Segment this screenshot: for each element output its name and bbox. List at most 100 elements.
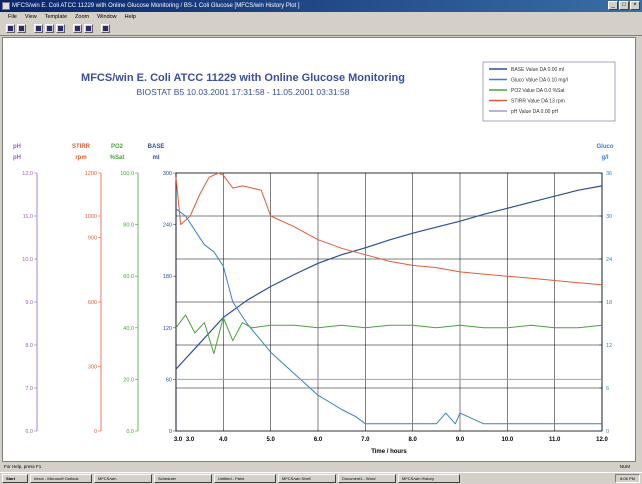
chart-title: MFCS/win E. Coli ATCC 11229 with Online … <box>81 72 405 84</box>
axis-tick-label: 80.0 <box>123 223 134 229</box>
axis-tick-label: 12 <box>606 343 612 349</box>
chart-subtitle: BIOSTAT B5 10.03.2001 17:31:58 - 11.05.2… <box>137 87 350 97</box>
scale-icon[interactable] <box>84 24 93 33</box>
new-icon[interactable] <box>6 24 15 33</box>
axis-title: PO2 <box>111 144 124 150</box>
open-icon[interactable] <box>17 24 26 33</box>
axis-tick-label: 9.0 <box>25 300 33 306</box>
axis-tick-label: 1000 <box>85 214 97 220</box>
print-icon[interactable] <box>34 24 43 33</box>
x-axis-label: Time / hours <box>371 449 407 455</box>
axis-tick-label: 12.0 <box>22 171 33 177</box>
x-tick-label: 4.0 <box>219 437 228 443</box>
axis-title: BASE <box>148 144 165 150</box>
task-item[interactable]: MFCS/win Shell <box>278 474 336 483</box>
axis-tick-label: 600 <box>88 300 97 306</box>
axis-stirr: STIRR rpm 0 300 600 900 1000 1200 <box>72 144 102 435</box>
status-num: NUM <box>619 464 630 469</box>
status-text: For Help, press F1 <box>4 464 42 469</box>
menu-help[interactable]: Help <box>124 14 136 20</box>
axis-tick-label: 300 <box>88 365 97 371</box>
axis-unit: ml <box>152 155 159 161</box>
legend-label: BASE Value DA 0.00 ml <box>511 67 564 73</box>
axis-unit: %Sat <box>110 155 125 161</box>
task-item[interactable]: MFCS/win <box>94 474 152 483</box>
start-button[interactable]: Start <box>2 474 28 483</box>
x-tick-label: 3.0 <box>174 437 183 443</box>
axis-tick-label: 8.0 <box>25 343 33 349</box>
legend-label: STIRR Value DA 13 rpm <box>511 99 565 105</box>
axis-tick-label: 240 <box>163 223 172 229</box>
axis-tick-label: 11.0 <box>23 214 33 220</box>
axis-tick-label: 30 <box>606 214 612 220</box>
cursor-icon[interactable] <box>73 24 82 33</box>
menu-zoom[interactable]: Zoom <box>75 14 90 20</box>
legend-label: Gluco Value DA 0.10 mg/l <box>511 78 568 84</box>
task-item[interactable]: MFCS/win History <box>398 474 460 483</box>
x-tick-label: 3.0 <box>186 437 195 443</box>
x-tick-label: 9.0 <box>456 437 465 443</box>
x-tick-label: 5.0 <box>266 437 275 443</box>
axis-tick-label: 0 <box>94 429 97 435</box>
app-icon <box>2 2 10 10</box>
axis-tick-label: 20.0 <box>123 377 134 383</box>
axis-tick-label: 10.0 <box>22 257 33 263</box>
axis-tick-label: 60.0 <box>123 274 134 280</box>
zoom-out-icon[interactable] <box>56 24 65 33</box>
x-tick-label: 8.0 <box>408 437 417 443</box>
axis-unit: pH <box>13 155 21 161</box>
axis-title: pH <box>13 144 21 150</box>
maximize-icon[interactable]: □ <box>619 1 629 10</box>
menu-template[interactable]: Template <box>44 14 68 20</box>
menu-view[interactable]: View <box>24 14 37 20</box>
axis-gluco: Gluco g/l 0 6 12 18 24 30 36 <box>596 144 613 435</box>
tray-clock: 8:06 PM <box>615 474 640 483</box>
x-tick-label: 12.0 <box>596 437 608 443</box>
legend: BASE Value DA 0.00 ml Gluco Value DA 0.10… <box>482 61 616 122</box>
window-title: MFCS/win E. Coli ATCC 11229 with Online … <box>12 3 300 9</box>
menu-bar: File View Template Zoom Window Help <box>0 12 642 22</box>
close-icon[interactable]: × <box>630 1 640 10</box>
series-line-gluco <box>175 208 602 425</box>
axis-tick-label: 7.0 <box>25 386 33 392</box>
axis-ph: pH pH 6.0 7.0 8.0 9.0 10.0 11.0 12.0 <box>13 144 38 435</box>
minimize-icon[interactable]: _ <box>608 1 618 10</box>
menu-window[interactable]: Window <box>97 14 117 20</box>
axis-tick-label: 18 <box>606 300 612 306</box>
zoom-in-icon[interactable] <box>45 24 54 33</box>
title-bar[interactable]: MFCS/win E. Coli ATCC 11229 with Online … <box>0 0 642 12</box>
task-item[interactable]: Scheduler <box>154 474 212 483</box>
x-tick-label: 11.0 <box>549 437 561 443</box>
toolbar <box>0 22 642 36</box>
axis-tick-label: 900 <box>88 236 97 242</box>
help-icon[interactable] <box>101 24 110 33</box>
legend-label: PO2 Value DA 0.0 %Sat <box>511 88 565 94</box>
axis-tick-label: 60 <box>166 377 172 383</box>
task-item[interactable]: Document1 - Word <box>338 474 396 483</box>
axis-title: Gluco <box>596 144 613 150</box>
axis-tick-label: 24 <box>606 257 612 263</box>
axis-tick-label: 180 <box>163 274 172 280</box>
plot-area: MFCS/win E. Coli ATCC 11229 with Online … <box>2 37 636 462</box>
task-item[interactable]: Inbox - Microsoft Outlook <box>30 474 92 483</box>
taskbar: Start Inbox - Microsoft Outlook MFCS/win… <box>0 472 642 484</box>
axis-tick-label: 0 <box>606 429 609 435</box>
menu-file[interactable]: File <box>8 14 17 20</box>
status-bar: For Help, press F1 NUM <box>0 463 642 471</box>
axis-tick-label: 300 <box>163 171 172 177</box>
series-line-base <box>175 185 603 370</box>
axis-tick-label: 6 <box>606 386 609 392</box>
axis-tick-label: 0.0 <box>126 429 134 435</box>
task-item[interactable]: Untitled - Paint <box>214 474 276 483</box>
series-line-stirr <box>175 172 603 286</box>
axis-tick-label: 36 <box>606 171 612 177</box>
x-tick-label: 10.0 <box>501 437 513 443</box>
axis-tick-label: 1200 <box>85 171 97 177</box>
axis-unit: g/l <box>602 155 609 161</box>
legend-label: pH Value DA 0.00 pH <box>511 109 559 115</box>
axis-base: BASE ml 0 60 120 180 240 300 <box>148 144 177 435</box>
history-chart[interactable]: MFCS/win E. Coli ATCC 11229 with Online … <box>3 38 635 461</box>
axis-unit: rpm <box>75 155 86 161</box>
axis-tick-label: 40.0 <box>123 326 134 332</box>
